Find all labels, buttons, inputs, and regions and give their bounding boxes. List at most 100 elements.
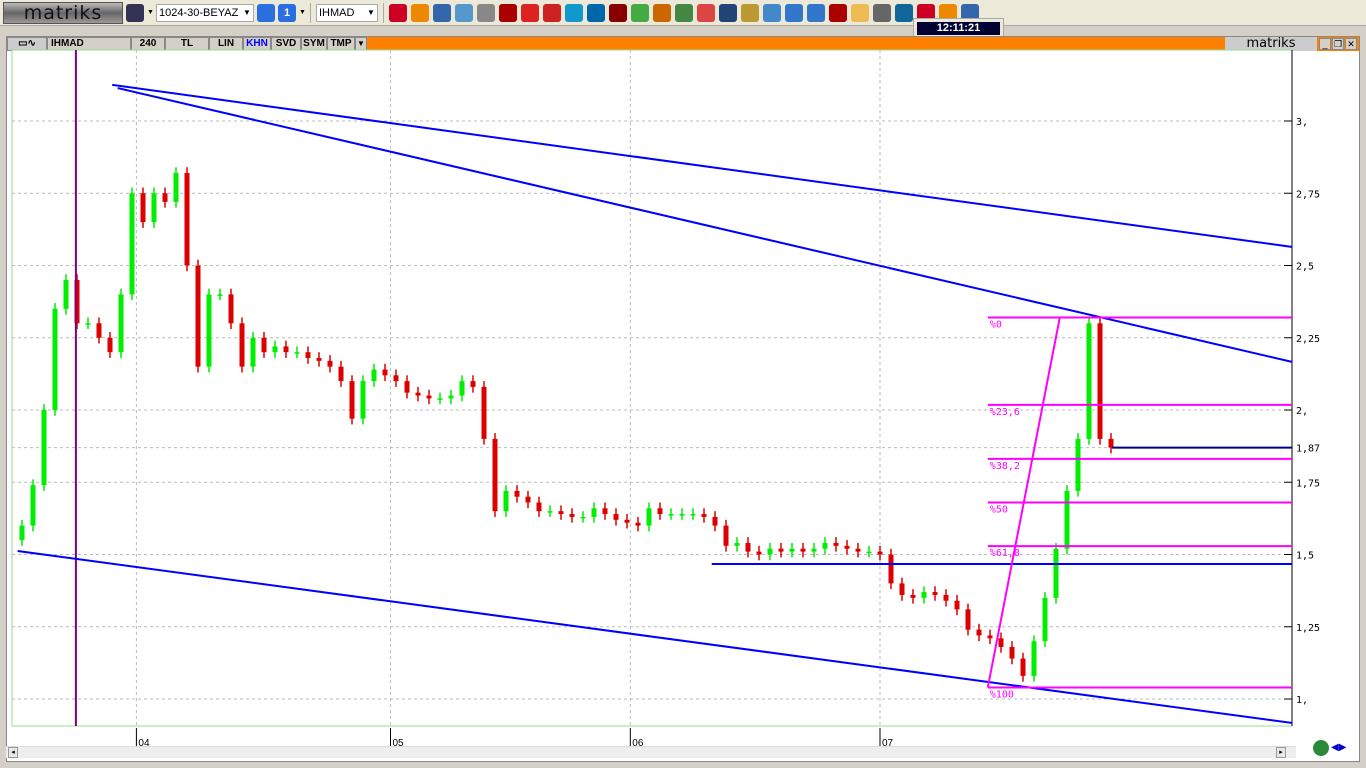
tools-icon[interactable]	[499, 3, 517, 22]
user-icon[interactable]	[807, 3, 825, 22]
mail-icon[interactable]	[917, 3, 935, 22]
candle-body	[624, 519, 630, 523]
y-tick-label: 2,5	[1296, 262, 1314, 273]
windows-icon[interactable]	[763, 3, 781, 22]
candle-body	[173, 173, 179, 202]
candle-body	[712, 516, 718, 526]
candle-body	[140, 193, 146, 223]
candle-body	[305, 352, 311, 358]
close-button[interactable]: ✕	[1345, 38, 1357, 50]
candle-body	[184, 173, 190, 266]
candle-body	[833, 542, 839, 546]
chevron-down-icon[interactable]: ▼	[147, 9, 154, 16]
candle-body	[272, 346, 278, 353]
candle-body	[701, 514, 707, 517]
underline-icon[interactable]	[587, 3, 605, 22]
candle-body	[1097, 323, 1103, 439]
candle-body	[547, 511, 553, 513]
candle-body	[536, 502, 542, 512]
globe-icon[interactable]	[829, 3, 847, 22]
horizontal-scrollbar[interactable]: ◂ ▸	[6, 746, 1296, 758]
candle-body	[778, 548, 784, 552]
fib-level-label: %61,8	[990, 548, 1020, 559]
tab-sym[interactable]: SYM	[301, 37, 327, 51]
eye-icon[interactable]	[521, 3, 539, 22]
book-icon[interactable]	[961, 3, 979, 22]
separator	[383, 2, 384, 23]
chart-icon[interactable]	[411, 3, 429, 22]
candle-body	[217, 294, 223, 296]
x-tick-label: 07	[882, 738, 894, 749]
candle-body	[52, 308, 58, 410]
vip-icon[interactable]	[631, 3, 649, 22]
candle-body	[1009, 646, 1015, 659]
y-tick-label: 2,75	[1296, 189, 1320, 200]
restore-button[interactable]: ❐	[1332, 38, 1344, 50]
traffic-light-icon[interactable]	[719, 3, 737, 22]
candle-body	[393, 375, 399, 382]
fib-level-label: %50	[990, 504, 1008, 515]
candle-body	[85, 323, 91, 325]
pan-arrows-icon[interactable]: ◀▶	[1331, 742, 1347, 753]
clock-icon[interactable]	[477, 3, 495, 22]
info-icon[interactable]	[609, 3, 627, 22]
y-tick-label: 1,87	[1296, 444, 1320, 455]
candle-body	[965, 609, 971, 630]
pen-icon[interactable]	[389, 3, 407, 22]
candle-body	[107, 337, 113, 353]
candle-body	[657, 508, 663, 515]
plot-area	[11, 49, 1293, 727]
candle-body	[294, 352, 300, 354]
y-tick-label: 2,	[1296, 406, 1308, 417]
symbol-select[interactable]: IHMAD ▼	[316, 3, 378, 22]
scroll-left-button[interactable]: ◂	[8, 747, 18, 758]
h-icon[interactable]	[895, 3, 913, 22]
chevron-down-icon[interactable]: ▼	[299, 9, 306, 16]
candle-body	[195, 265, 201, 367]
candle-body	[899, 583, 905, 595]
fib-level-label: %0	[990, 320, 1002, 331]
candle-body	[514, 490, 520, 497]
candle-body	[74, 279, 80, 324]
candle-body	[745, 542, 751, 552]
bold-icon[interactable]	[543, 3, 561, 22]
page-number-button[interactable]: 1	[278, 3, 296, 22]
candle-body	[503, 490, 509, 512]
money-icon[interactable]	[675, 3, 693, 22]
candle-body	[327, 360, 333, 367]
candle-body	[987, 635, 993, 639]
refresh-icon[interactable]	[1313, 740, 1329, 756]
scroll-right-button[interactable]: ▸	[1276, 747, 1286, 758]
candle-body	[151, 193, 157, 223]
pie-icon[interactable]	[433, 3, 451, 22]
candle-body	[41, 410, 47, 486]
m-icon[interactable]	[653, 3, 671, 22]
candle-body	[371, 369, 377, 382]
candle-body	[767, 548, 773, 555]
cash-icon[interactable]	[785, 3, 803, 22]
candle-body	[855, 548, 861, 552]
page-icon[interactable]	[257, 3, 275, 22]
fib-trend-line	[986, 317, 1061, 688]
candle-body	[382, 369, 388, 376]
print-icon[interactable]	[939, 3, 957, 22]
tab-tmp[interactable]: TMP	[327, 37, 355, 51]
x-tick-label: 05	[393, 738, 405, 749]
alarm-icon[interactable]	[741, 3, 759, 22]
candle-body	[866, 551, 872, 554]
transfer-icon[interactable]	[697, 3, 715, 22]
symbol-value: IHMAD	[319, 6, 355, 19]
candle-body	[448, 395, 454, 399]
candle-body	[877, 551, 883, 555]
text-color-icon[interactable]	[565, 3, 583, 22]
candle-body	[162, 193, 168, 202]
header-symbol[interactable]: IHMAD	[47, 37, 131, 51]
window-icon[interactable]	[851, 3, 869, 22]
news-icon[interactable]	[455, 3, 473, 22]
window2-icon[interactable]	[873, 3, 891, 22]
candle-body	[404, 381, 410, 393]
minimize-button[interactable]: _	[1319, 38, 1331, 50]
save-icon[interactable]	[126, 3, 144, 22]
layout-select[interactable]: 1024-30-BEYAZ ▼	[156, 3, 254, 22]
